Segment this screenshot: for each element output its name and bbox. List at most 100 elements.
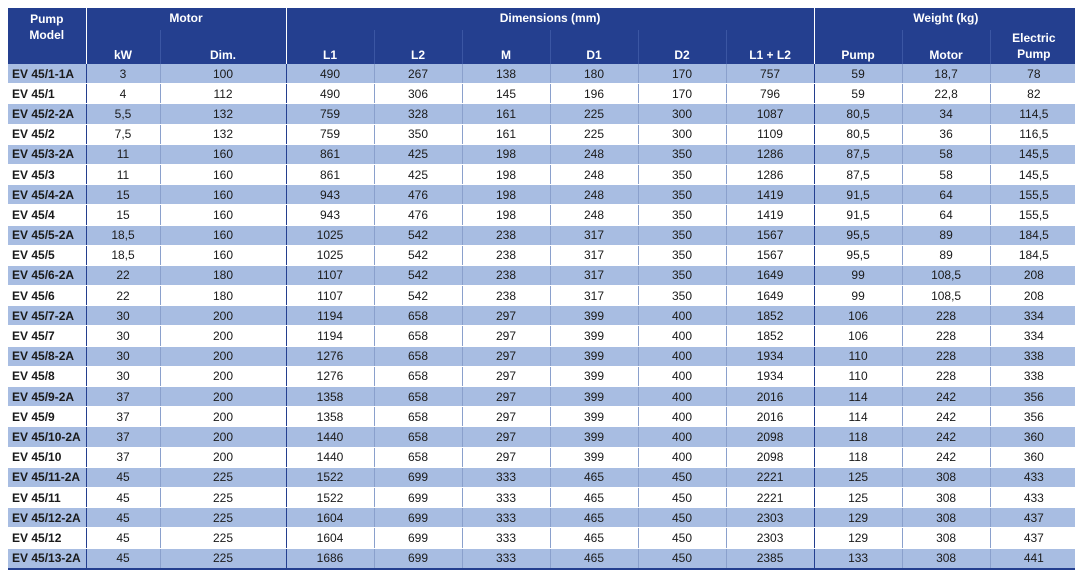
cell-l1-plus-l2: 2221 bbox=[725, 487, 815, 509]
cell-model: EV 45/9 bbox=[8, 406, 86, 428]
cell-l1-plus-l2: 1852 bbox=[725, 305, 815, 327]
cell-d2: 400 bbox=[637, 426, 727, 448]
cell-l2: 699 bbox=[373, 467, 463, 488]
cell-model: EV 45/4 bbox=[8, 204, 86, 226]
header-l1-plus-l2: L1 + L2 bbox=[725, 30, 815, 64]
cell-weight-electric-pump: 356 bbox=[989, 406, 1075, 428]
cell-l1-plus-l2: 2098 bbox=[725, 426, 815, 448]
cell-m: 297 bbox=[461, 386, 551, 408]
cell-d2: 300 bbox=[637, 103, 727, 125]
cell-weight-pump: 99 bbox=[813, 265, 903, 287]
cell-l2: 699 bbox=[373, 487, 463, 509]
cell-l1-plus-l2: 2016 bbox=[725, 406, 815, 428]
cell-model: EV 45/5-2A bbox=[8, 225, 86, 246]
header-kw: kW bbox=[85, 30, 160, 64]
cell-m: 238 bbox=[461, 265, 551, 287]
cell-d2: 400 bbox=[637, 406, 727, 428]
header-electric-pump-label: Electric Pump bbox=[1012, 31, 1056, 61]
cell-l1: 1276 bbox=[285, 346, 375, 367]
cell-dim: 160 bbox=[159, 164, 287, 186]
cell-kw: 22 bbox=[85, 265, 160, 287]
header-motor-group: Motor bbox=[85, 8, 287, 30]
cell-l1: 1194 bbox=[285, 325, 375, 347]
cell-dim: 160 bbox=[159, 245, 287, 266]
cell-weight-motor: 64 bbox=[901, 184, 991, 206]
cell-m: 333 bbox=[461, 548, 551, 570]
cell-l2: 658 bbox=[373, 406, 463, 428]
cell-weight-motor: 58 bbox=[901, 164, 991, 186]
table-row: EV 45/6-2A 22 180 1107 542 238 317 350 1649 99 108… bbox=[8, 265, 1075, 287]
cell-weight-pump: 125 bbox=[813, 467, 903, 488]
cell-d2: 350 bbox=[637, 144, 727, 165]
cell-d2: 350 bbox=[637, 285, 727, 307]
cell-dim: 132 bbox=[159, 124, 287, 145]
cell-d1: 399 bbox=[549, 366, 639, 388]
table-row: EV 45/7-2A 30 200 1194 658 297 399 400 1852 106 22… bbox=[8, 305, 1075, 327]
cell-d2: 170 bbox=[637, 83, 727, 105]
cell-model: EV 45/3-2A bbox=[8, 144, 86, 165]
cell-kw: 3 bbox=[85, 64, 160, 85]
cell-model: EV 45/11 bbox=[8, 487, 86, 509]
cell-l2: 658 bbox=[373, 305, 463, 327]
cell-l1: 861 bbox=[285, 144, 375, 165]
cell-d2: 400 bbox=[637, 447, 727, 468]
cell-d1: 465 bbox=[549, 487, 639, 509]
cell-l1-plus-l2: 1649 bbox=[725, 265, 815, 287]
cell-weight-electric-pump: 437 bbox=[989, 527, 1075, 549]
cell-kw: 15 bbox=[85, 204, 160, 226]
cell-dim: 200 bbox=[159, 447, 287, 468]
cell-d1: 248 bbox=[549, 204, 639, 226]
cell-l1-plus-l2: 2221 bbox=[725, 467, 815, 488]
cell-l1: 1025 bbox=[285, 225, 375, 246]
cell-kw: 45 bbox=[85, 467, 160, 488]
cell-kw: 45 bbox=[85, 548, 160, 570]
cell-d1: 399 bbox=[549, 325, 639, 347]
cell-l1-plus-l2: 1649 bbox=[725, 285, 815, 307]
cell-d2: 450 bbox=[637, 507, 727, 529]
cell-weight-electric-pump: 184,5 bbox=[989, 225, 1075, 246]
cell-weight-motor: 308 bbox=[901, 507, 991, 529]
cell-weight-electric-pump: 78 bbox=[989, 64, 1075, 85]
cell-model: EV 45/6 bbox=[8, 285, 86, 307]
header-weight-pump: Pump bbox=[813, 30, 903, 64]
cell-weight-electric-pump: 155,5 bbox=[989, 204, 1075, 226]
cell-m: 238 bbox=[461, 245, 551, 266]
table-row: EV 45/12-2A 45 225 1604 699 333 465 450 2303 129 3… bbox=[8, 507, 1075, 529]
cell-l1-plus-l2: 757 bbox=[725, 64, 815, 85]
cell-weight-pump: 95,5 bbox=[813, 225, 903, 246]
cell-d1: 399 bbox=[549, 426, 639, 448]
header-electric-pump: Electric Pump bbox=[989, 30, 1075, 64]
header-l2: L2 bbox=[373, 30, 463, 64]
table-row: EV 45/5-2A 18,5 160 1025 542 238 317 350 1567 95,… bbox=[8, 225, 1075, 246]
cell-dim: 100 bbox=[159, 64, 287, 85]
cell-model: EV 45/1-1A bbox=[8, 64, 86, 85]
cell-weight-motor: 242 bbox=[901, 426, 991, 448]
cell-d1: 465 bbox=[549, 507, 639, 529]
cell-d2: 450 bbox=[637, 467, 727, 488]
cell-weight-electric-pump: 208 bbox=[989, 265, 1075, 287]
cell-l1: 1358 bbox=[285, 406, 375, 428]
cell-m: 297 bbox=[461, 346, 551, 367]
cell-weight-electric-pump: 145,5 bbox=[989, 164, 1075, 186]
cell-kw: 45 bbox=[85, 507, 160, 529]
table-row: EV 45/2 7,5 132 759 350 161 225 300 1109 80,5 36 11… bbox=[8, 124, 1075, 145]
header-dim: Dim. bbox=[159, 30, 287, 64]
cell-dim: 200 bbox=[159, 386, 287, 408]
cell-m: 238 bbox=[461, 285, 551, 307]
cell-d2: 350 bbox=[637, 265, 727, 287]
cell-l2: 658 bbox=[373, 366, 463, 388]
cell-l2: 542 bbox=[373, 245, 463, 266]
cell-weight-pump: 110 bbox=[813, 346, 903, 367]
cell-d2: 350 bbox=[637, 204, 727, 226]
cell-weight-pump: 110 bbox=[813, 366, 903, 388]
cell-d1: 196 bbox=[549, 83, 639, 105]
cell-l1: 759 bbox=[285, 124, 375, 145]
cell-weight-pump: 87,5 bbox=[813, 144, 903, 165]
cell-weight-pump: 91,5 bbox=[813, 184, 903, 206]
cell-kw: 18,5 bbox=[85, 225, 160, 246]
cell-d1: 248 bbox=[549, 164, 639, 186]
cell-m: 297 bbox=[461, 406, 551, 428]
cell-weight-motor: 228 bbox=[901, 346, 991, 367]
cell-d2: 400 bbox=[637, 366, 727, 388]
cell-m: 161 bbox=[461, 124, 551, 145]
